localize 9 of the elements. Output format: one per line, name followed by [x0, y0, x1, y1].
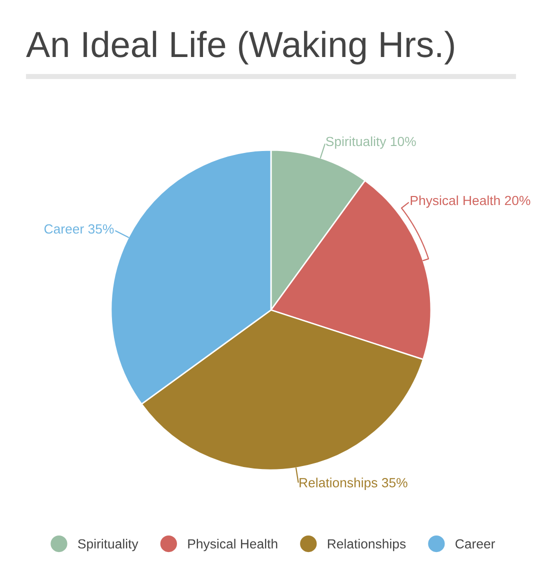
chart-title: An Ideal Life (Waking Hrs.) — [26, 30, 454, 64]
legend-label: Physical Health — [188, 538, 278, 552]
legend-label: Relationships — [328, 538, 406, 552]
data-label: Physical Health 20% — [410, 195, 530, 208]
legend-label: Spirituality — [78, 538, 138, 552]
data-label: Spirituality 10% — [326, 136, 416, 149]
data-label: Career 35% — [44, 224, 114, 234]
legend-label: Career — [456, 539, 496, 549]
data-label: Relationships 35% — [300, 478, 408, 490]
